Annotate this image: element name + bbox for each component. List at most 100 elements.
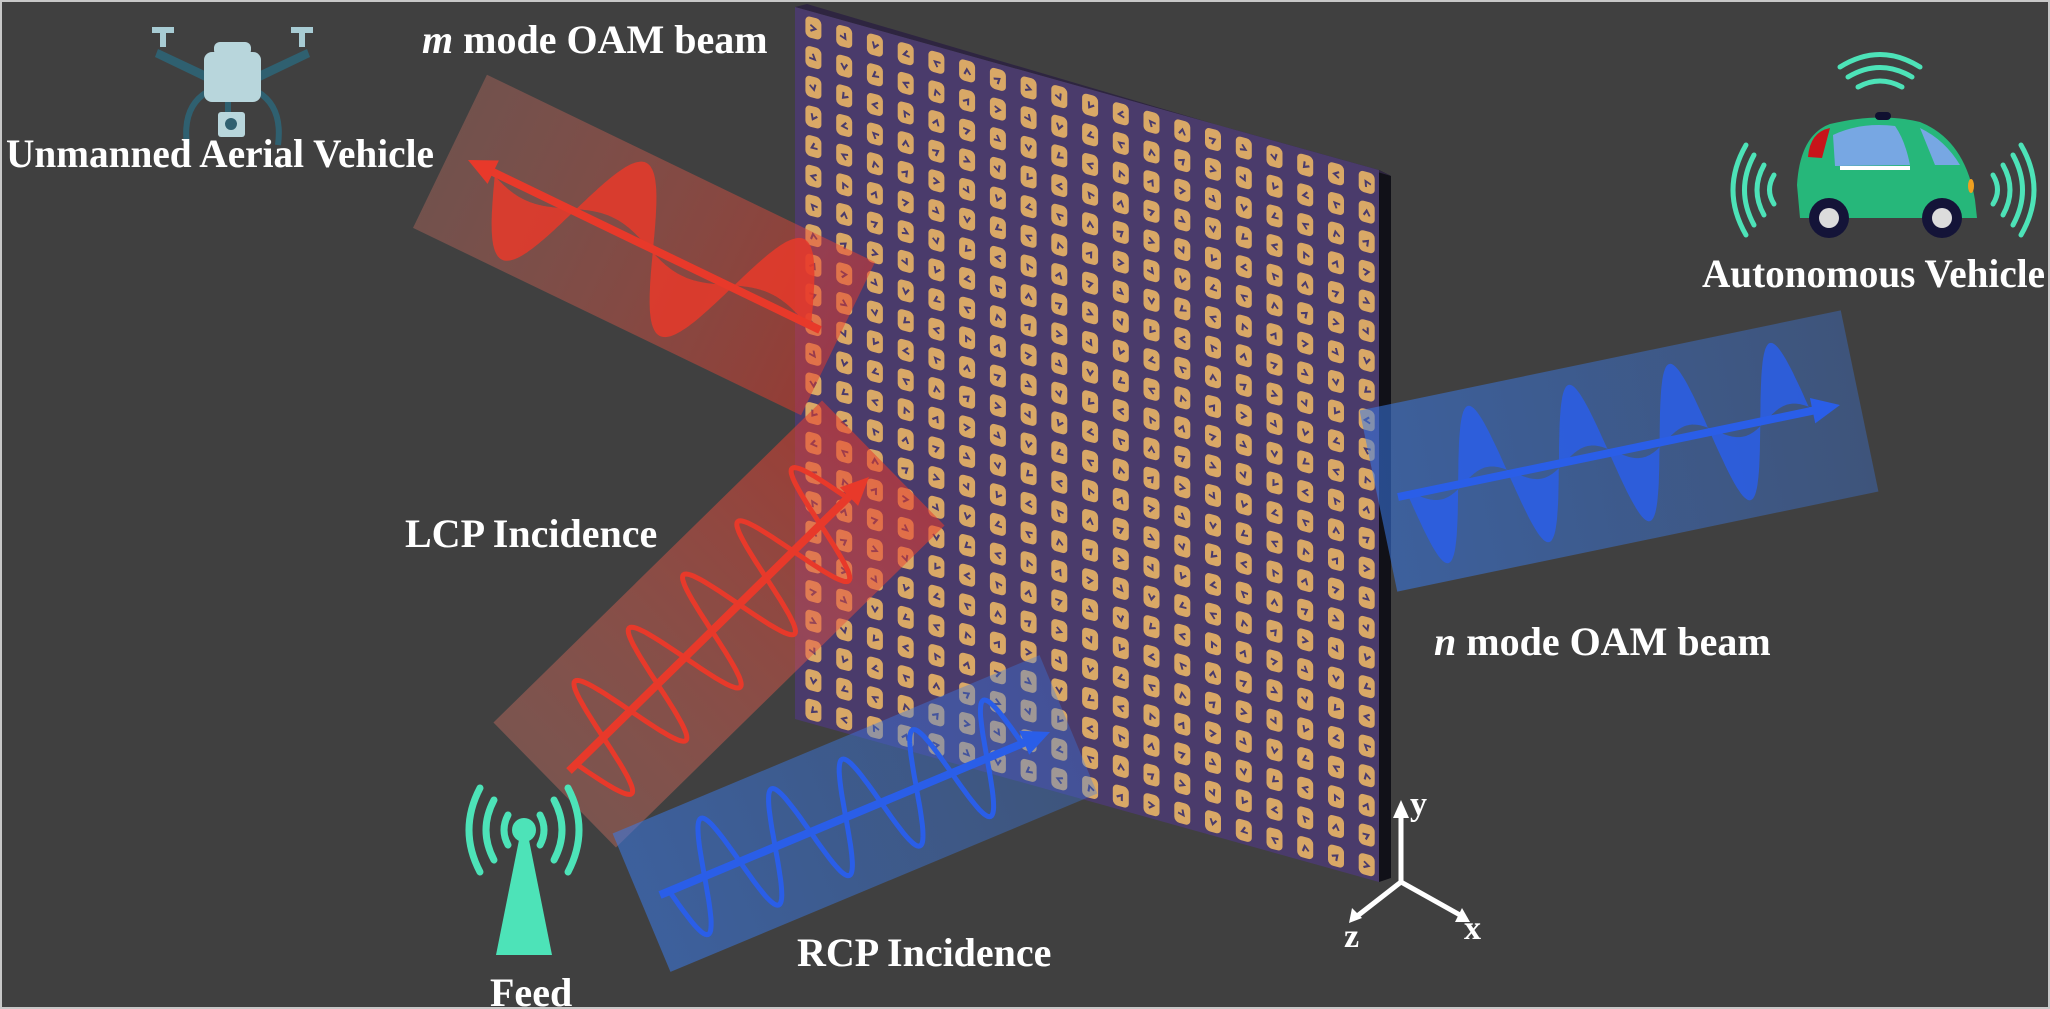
rcp-incidence-beam-arrowhead <box>1019 730 1051 755</box>
unit-cell <box>1266 352 1283 376</box>
unit-cell <box>989 245 1006 269</box>
unit-cell <box>1020 432 1037 456</box>
unit-cell <box>1297 747 1314 771</box>
unit-cell <box>1051 648 1068 672</box>
metasurface-top-edge <box>795 4 1391 176</box>
signal-waves-icon <box>1730 52 2037 238</box>
unit-cell <box>1328 815 1344 838</box>
unit-cell <box>1358 556 1375 580</box>
unit-cell <box>1020 521 1037 545</box>
unit-cell <box>1328 726 1344 749</box>
unit-cell <box>866 627 883 650</box>
unit-cell <box>989 394 1006 418</box>
unit-cell <box>1174 267 1191 291</box>
unit-cell <box>959 474 976 498</box>
unit-cell <box>1358 586 1375 610</box>
unit-cell <box>1112 576 1129 600</box>
unit-cell <box>1174 623 1191 647</box>
unit-cell <box>1328 310 1344 334</box>
unit-cell <box>1235 670 1252 694</box>
unit-cell <box>866 300 883 324</box>
unit-cell <box>1112 458 1129 482</box>
unit-cell <box>928 110 945 134</box>
unit-cell <box>1328 518 1344 542</box>
unit-cell <box>1266 560 1283 584</box>
unit-cell <box>1051 530 1068 554</box>
unit-cell <box>1143 644 1160 668</box>
unit-cell <box>1112 131 1129 155</box>
unit-cell <box>836 84 853 108</box>
unit-cell <box>1328 577 1344 601</box>
unit-cell <box>928 614 945 638</box>
unit-cell <box>1205 365 1221 389</box>
unit-cell <box>1297 153 1314 177</box>
unit-cell <box>1297 569 1314 593</box>
unit-cell <box>959 415 976 439</box>
unit-cell <box>805 105 822 129</box>
unit-cell <box>1143 407 1160 431</box>
unit-cell <box>836 648 853 671</box>
unit-cell <box>1020 373 1037 397</box>
unit-cell <box>1328 429 1344 453</box>
unit-cell <box>866 63 883 87</box>
unit-cell <box>1112 191 1129 215</box>
autonomous-vehicle-label: Autonomous Vehicle <box>1702 251 2045 296</box>
unit-cell <box>1143 170 1160 194</box>
unit-cell <box>1358 348 1375 372</box>
unit-cell <box>805 75 822 99</box>
unit-cell <box>1174 712 1191 736</box>
unit-cell <box>1174 356 1191 380</box>
unit-cell <box>928 436 945 460</box>
unit-cell <box>1205 691 1221 715</box>
unit-cell <box>1205 721 1221 745</box>
unit-cell <box>1174 416 1191 440</box>
unit-cell <box>1235 581 1252 605</box>
unit-cell <box>1051 411 1068 435</box>
unit-cell <box>989 542 1006 566</box>
unit-cell <box>1082 153 1099 176</box>
unit-cell <box>1328 340 1344 364</box>
unit-cell <box>1112 220 1129 244</box>
unit-cell <box>928 317 945 341</box>
metasurface-panel <box>795 4 1391 882</box>
uav-label: Unmanned Aerial Vehicle <box>6 131 434 176</box>
unit-cell <box>1051 500 1068 524</box>
unit-cell <box>1205 573 1221 596</box>
unit-cell <box>928 377 945 401</box>
unit-cell <box>1358 823 1375 847</box>
unit-cell <box>989 572 1006 596</box>
unit-cell <box>897 665 914 689</box>
unit-cell <box>1112 636 1129 660</box>
unit-cell <box>928 555 945 579</box>
unit-cell <box>1020 580 1037 604</box>
unit-cell <box>1266 471 1283 495</box>
unit-cell <box>1328 548 1344 571</box>
unit-cell <box>1112 665 1129 689</box>
unit-cell <box>1020 402 1037 426</box>
unit-cell <box>1297 628 1314 652</box>
unit-cell <box>1328 399 1344 423</box>
unit-cell <box>1020 551 1037 575</box>
unit-cell <box>1051 174 1068 198</box>
beams <box>413 74 1879 972</box>
unit-cell <box>959 593 976 617</box>
antenna-tower-icon <box>465 784 583 955</box>
unit-cell <box>1266 530 1283 554</box>
unit-cell <box>1051 441 1068 465</box>
unit-cell <box>1174 475 1191 499</box>
unit-cell <box>1174 445 1191 469</box>
unit-cell <box>1297 361 1314 385</box>
unit-cell <box>1205 602 1221 626</box>
unit-cell <box>1235 759 1252 783</box>
unit-cell <box>1328 488 1344 512</box>
unit-cell <box>1235 225 1252 249</box>
unit-cell <box>1235 314 1252 338</box>
unit-cell <box>989 631 1006 655</box>
unit-cell <box>836 351 853 375</box>
unit-cell <box>1266 679 1283 703</box>
unit-cell <box>1112 725 1129 749</box>
unit-cell <box>1051 114 1068 138</box>
unit-cell <box>1174 564 1191 588</box>
